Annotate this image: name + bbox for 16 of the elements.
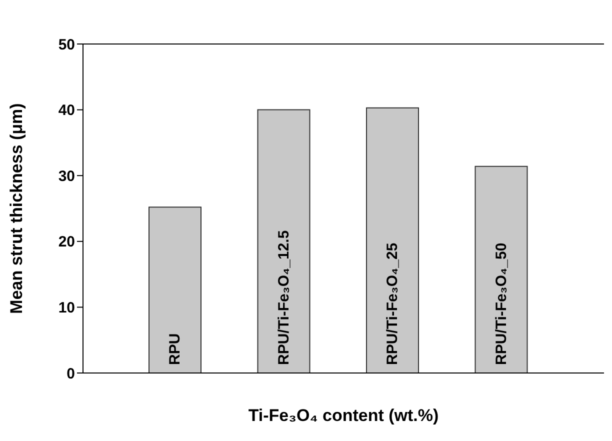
bar <box>257 109 310 373</box>
x-axis-title: Ti-Fe₃O₄ content (wt.%) <box>248 406 439 425</box>
y-tick-label: 40 <box>58 102 75 120</box>
bar <box>366 107 419 373</box>
y-tick-label: 20 <box>58 234 75 251</box>
y-tick-label: 0 <box>66 365 75 382</box>
bar <box>474 166 528 373</box>
x-tick-label: RPU/Ti-Fe₃O₄_12.5 <box>275 230 292 365</box>
x-tick-label: RPU/Ti-Fe₃O₄_50 <box>492 242 510 365</box>
y-tick-label: 30 <box>58 168 75 185</box>
y-tick-label: 10 <box>58 300 75 317</box>
y-tick-label: 50 <box>58 36 75 54</box>
x-tick-label: RPU <box>166 333 184 365</box>
x-tick-label: RPU/Ti-Fe₃O₄_25 <box>384 242 401 365</box>
bar <box>148 206 202 373</box>
y-axis-title: Mean strut thickness (μm) <box>7 103 26 314</box>
